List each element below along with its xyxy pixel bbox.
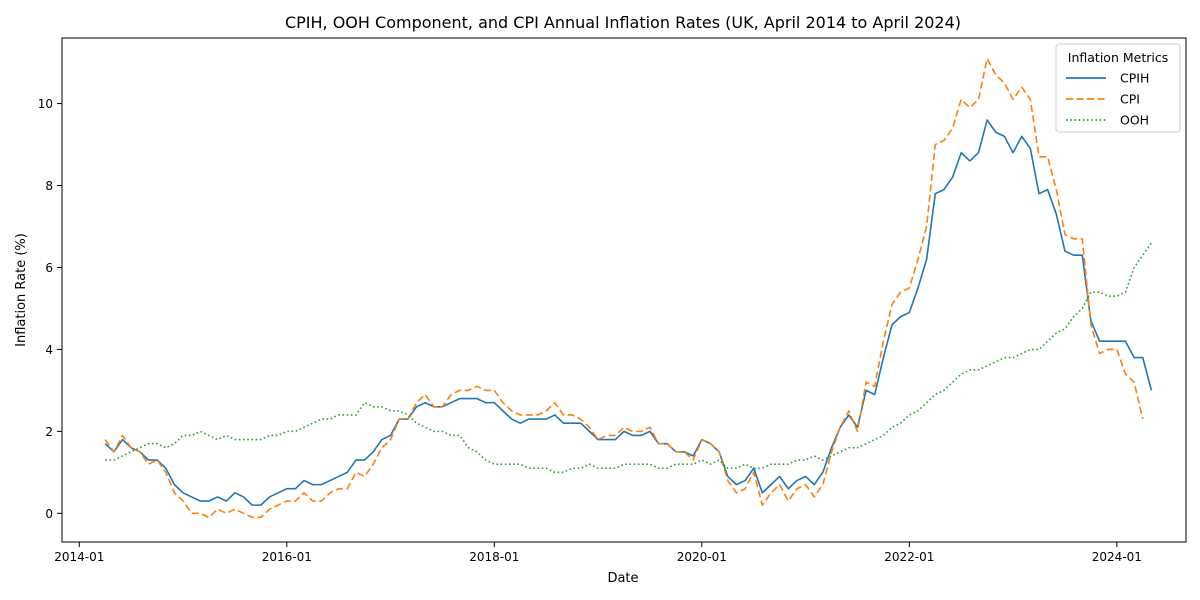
- x-tick-label: 2022-01: [884, 550, 934, 564]
- x-tick-label: 2024-01: [1092, 550, 1142, 564]
- y-axis-label: Inflation Rate (%): [14, 233, 29, 347]
- x-axis-ticks: 2014-01 2016-01 2018-01 2020-01 2022-01 2024-…: [54, 542, 1142, 564]
- y-tick-label: 10: [38, 97, 53, 111]
- x-axis-label: Date: [607, 571, 638, 586]
- series-lines: [104, 57, 1153, 519]
- y-tick-label: 6: [45, 261, 53, 275]
- legend-label-cpi: CPI: [1120, 92, 1140, 107]
- series-line-cpih: [104, 119, 1153, 506]
- y-tick-label: 8: [45, 179, 53, 193]
- chart-title: CPIH, OOH Component, and CPI Annual Infl…: [285, 13, 961, 32]
- x-tick-label: 2020-01: [677, 550, 727, 564]
- legend-label-ooh: OOH: [1120, 113, 1149, 128]
- legend: Inflation Metrics CPIH CPI OOH: [1055, 43, 1181, 133]
- x-tick-label: 2014-01: [54, 550, 104, 564]
- plot-area: [61, 37, 1187, 543]
- legend-entries: CPIH CPI OOH: [1066, 71, 1149, 128]
- y-tick-label: 0: [45, 507, 53, 521]
- series-line-cpi: [104, 57, 1144, 519]
- y-tick-label: 2: [45, 425, 53, 439]
- x-tick-label: 2016-01: [262, 550, 312, 564]
- series-line-ooh: [105, 242, 1153, 474]
- x-tick-label: 2018-01: [469, 550, 519, 564]
- y-tick-label: 4: [45, 343, 53, 357]
- legend-title: Inflation Metrics: [1068, 50, 1168, 65]
- legend-box: [1055, 43, 1181, 133]
- legend-label-cpih: CPIH: [1120, 71, 1149, 86]
- y-axis-ticks: 0 2 4 6 8 10: [38, 97, 62, 521]
